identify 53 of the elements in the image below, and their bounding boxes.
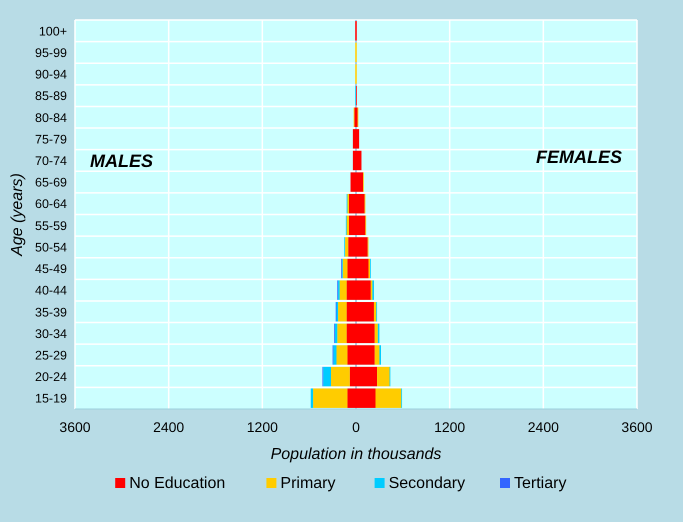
y-tick-label: 40-44 [35, 284, 68, 298]
bar [331, 366, 350, 386]
bar [377, 366, 390, 386]
y-tick-label: 95-99 [35, 46, 68, 60]
bar [374, 345, 380, 365]
bar [334, 324, 338, 344]
x-tick-label: 1200 [434, 419, 466, 435]
y-tick-label: 85-89 [35, 89, 68, 104]
bar [310, 388, 314, 408]
y-tick-label: 90-94 [35, 68, 68, 82]
bar [356, 129, 360, 149]
y-tick-label: 75-79 [35, 132, 68, 146]
y-tick-label: 25-29 [35, 348, 68, 362]
y-tick-label: 60-64 [35, 197, 68, 212]
legend-label: Secondary [388, 475, 466, 492]
x-tick-label: 2400 [528, 419, 560, 435]
bar [323, 366, 332, 386]
y-tick-label: 80-84 [35, 110, 68, 125]
bar [342, 258, 348, 278]
x-tick-label: 2400 [153, 419, 184, 435]
legend-label: Tertiary [514, 475, 566, 492]
x-tick-label: 3600 [59, 419, 91, 435]
x-tick-label: 0 [352, 419, 360, 435]
y-tick-label: 30-34 [35, 326, 68, 341]
bar [336, 345, 348, 365]
x-tick-label: 1200 [246, 419, 278, 435]
y-tick-label: 70-74 [35, 154, 68, 168]
annotation: MALES [90, 151, 153, 171]
bar [338, 302, 347, 322]
y-tick-label: 20-24 [35, 370, 68, 384]
y-tick-label: 45-49 [35, 262, 68, 276]
legend-label: Primary [280, 475, 336, 492]
bar [374, 324, 378, 344]
y-tick-label: 50-54 [35, 240, 68, 254]
bar [374, 302, 376, 322]
bar [337, 324, 347, 344]
y-axis-title: Age (years) [9, 173, 26, 257]
bar [313, 388, 348, 408]
bar [340, 280, 347, 300]
legend-label: No Education [129, 475, 226, 492]
annotation: FEMALES [536, 147, 622, 167]
x-axis-title: Population in thousands [270, 446, 442, 463]
bar [345, 237, 348, 257]
y-tick-label: 15-19 [35, 392, 68, 406]
bar [352, 129, 356, 149]
y-tick-label: 55-59 [35, 218, 68, 233]
bar [376, 388, 402, 408]
bar [356, 150, 362, 170]
x-tick-label: 3600 [621, 419, 653, 435]
y-tick-label: 100+ [38, 24, 67, 38]
bar [333, 345, 336, 365]
y-tick-label: 65-69 [35, 176, 68, 190]
y-tick-label: 35-39 [35, 305, 68, 320]
